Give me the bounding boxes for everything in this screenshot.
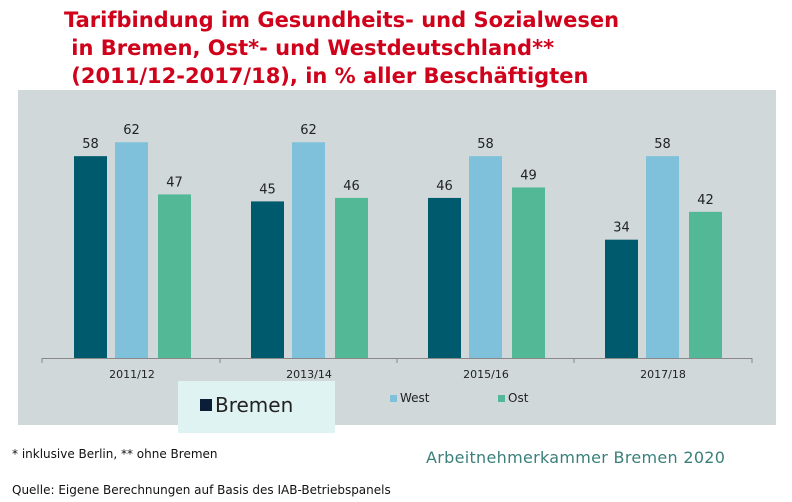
legend-bremen-box: Bremen: [178, 381, 335, 433]
title-line: (2011/12-2017/18), in % aller Beschäftig…: [64, 64, 589, 88]
legend-label: West: [400, 391, 430, 405]
data-label: 62: [300, 123, 317, 138]
bar-bremen: [605, 239, 638, 358]
legend-swatch: [200, 399, 212, 411]
footnote: * inklusive Berlin, ** ohne Bremen: [12, 447, 218, 461]
bar-ost: [158, 194, 191, 358]
x-tick-label: 2017/18: [640, 368, 686, 381]
chart-title: Tarifbindung im Gesundheits- und Sozialw…: [64, 6, 619, 90]
data-label: 58: [477, 137, 494, 152]
x-tick-label: 2011/12: [109, 368, 155, 381]
legend-label: Bremen: [215, 393, 294, 417]
bar-west: [292, 142, 325, 358]
data-label: 34: [613, 221, 630, 236]
legend-ost: Ost: [498, 391, 528, 405]
legend-swatch: [390, 394, 397, 402]
bar-ost: [512, 187, 545, 358]
bar-ost: [689, 211, 722, 358]
data-label: 42: [697, 193, 714, 208]
bar-west: [646, 156, 679, 358]
legend-swatch: [498, 394, 505, 402]
credit: Arbeitnehmerkammer Bremen 2020: [426, 448, 726, 467]
legend-bremen: Bremen: [200, 393, 293, 417]
title-line: in Bremen, Ost*- und Westdeutschland**: [64, 36, 555, 60]
data-label: 46: [343, 179, 360, 194]
data-label: 58: [654, 137, 671, 152]
bar-bremen: [428, 197, 461, 358]
data-label: 45: [259, 182, 276, 197]
bar-bremen: [251, 201, 284, 358]
bar-bremen: [74, 156, 107, 358]
data-label: 62: [123, 123, 140, 138]
data-label: 49: [520, 168, 537, 183]
bar-ost: [335, 197, 368, 358]
data-label: 46: [436, 179, 453, 194]
bar-west: [469, 156, 502, 358]
data-label: 47: [166, 175, 183, 190]
legend-label: Ost: [508, 391, 529, 405]
data-label: 58: [82, 137, 99, 152]
title-line: Tarifbindung im Gesundheits- und Sozialw…: [64, 8, 620, 32]
source-note: Quelle: Eigene Berechnungen auf Basis de…: [12, 483, 391, 497]
bar-west: [115, 142, 148, 358]
x-tick-label: 2015/16: [463, 368, 509, 381]
legend-west: West: [390, 391, 430, 405]
x-tick-label: 2013/14: [286, 368, 332, 381]
